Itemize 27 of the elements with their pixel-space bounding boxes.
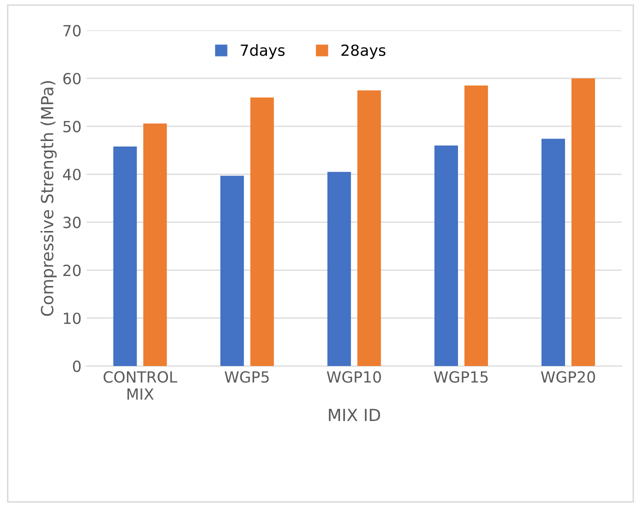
x-tick-label: WGP10	[326, 371, 381, 383]
y-tick-label: 20	[63, 264, 81, 276]
bar	[143, 123, 167, 366]
x-tick-label: WGP20	[540, 371, 596, 383]
legend-label: 28ays	[341, 44, 386, 59]
bar	[357, 90, 381, 366]
bar	[571, 78, 596, 366]
bar	[327, 172, 351, 366]
x-tick-label: CONTROL MIX	[104, 371, 178, 400]
y-tick-label: 60	[63, 72, 81, 84]
bar	[220, 176, 244, 366]
y-tick-label: 70	[63, 24, 81, 36]
bar	[113, 146, 137, 366]
y-tick-label: 50	[63, 120, 81, 132]
bar	[464, 86, 488, 366]
y-tick-label: 0	[72, 360, 81, 372]
y-tick-label: 30	[63, 216, 81, 228]
legend-label: 7days	[240, 44, 285, 59]
x-tick-label: WGP15	[434, 371, 488, 383]
y-tick-label: 40	[62, 168, 81, 180]
x-tick-label: WGP5	[224, 371, 269, 383]
bar	[434, 145, 458, 366]
y-axis-title: Compressive Strength (MPa)	[40, 81, 57, 316]
x-axis-title: MIX ID	[328, 408, 380, 422]
bar	[541, 138, 566, 366]
y-tick-label: 10	[64, 312, 81, 324]
bar	[250, 98, 274, 366]
